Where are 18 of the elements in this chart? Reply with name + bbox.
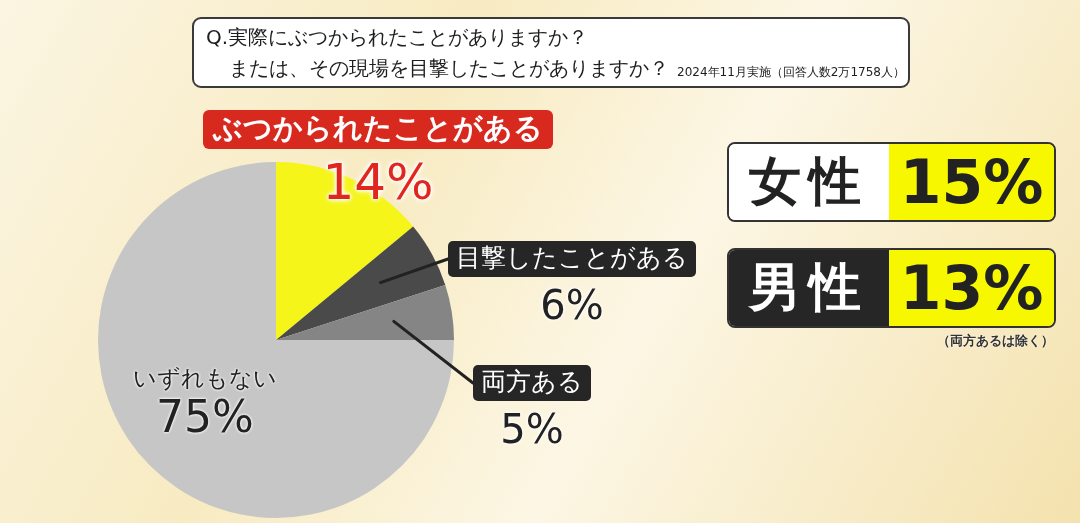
text: 女性 — [729, 144, 889, 220]
text: 男性 — [729, 250, 889, 326]
slice-label: 両方ある — [473, 365, 591, 401]
data-label: 6% — [539, 282, 605, 328]
pie-slice — [276, 226, 446, 340]
text: 15% — [889, 144, 1054, 220]
text: 2024年11月実施（回答人数2万1758人） — [677, 65, 905, 79]
chart-subtitle: または、その現場を目撃したことがありますか？ — [229, 56, 669, 80]
data-label: 5% — [499, 406, 565, 452]
slice-label: いずれもない — [133, 365, 277, 393]
slice-label: ぶつかられたことがある — [203, 110, 553, 149]
pie-slice — [276, 285, 454, 340]
text: （両方あるは除く） — [937, 332, 1054, 350]
pie-slice — [98, 162, 454, 518]
chart-title: Q.実際にぶつかられたことがありますか？ — [206, 25, 589, 49]
text: 13% — [889, 250, 1054, 326]
slice-label: 目撃したことがある — [448, 241, 696, 277]
data-label: 75% — [155, 390, 255, 442]
